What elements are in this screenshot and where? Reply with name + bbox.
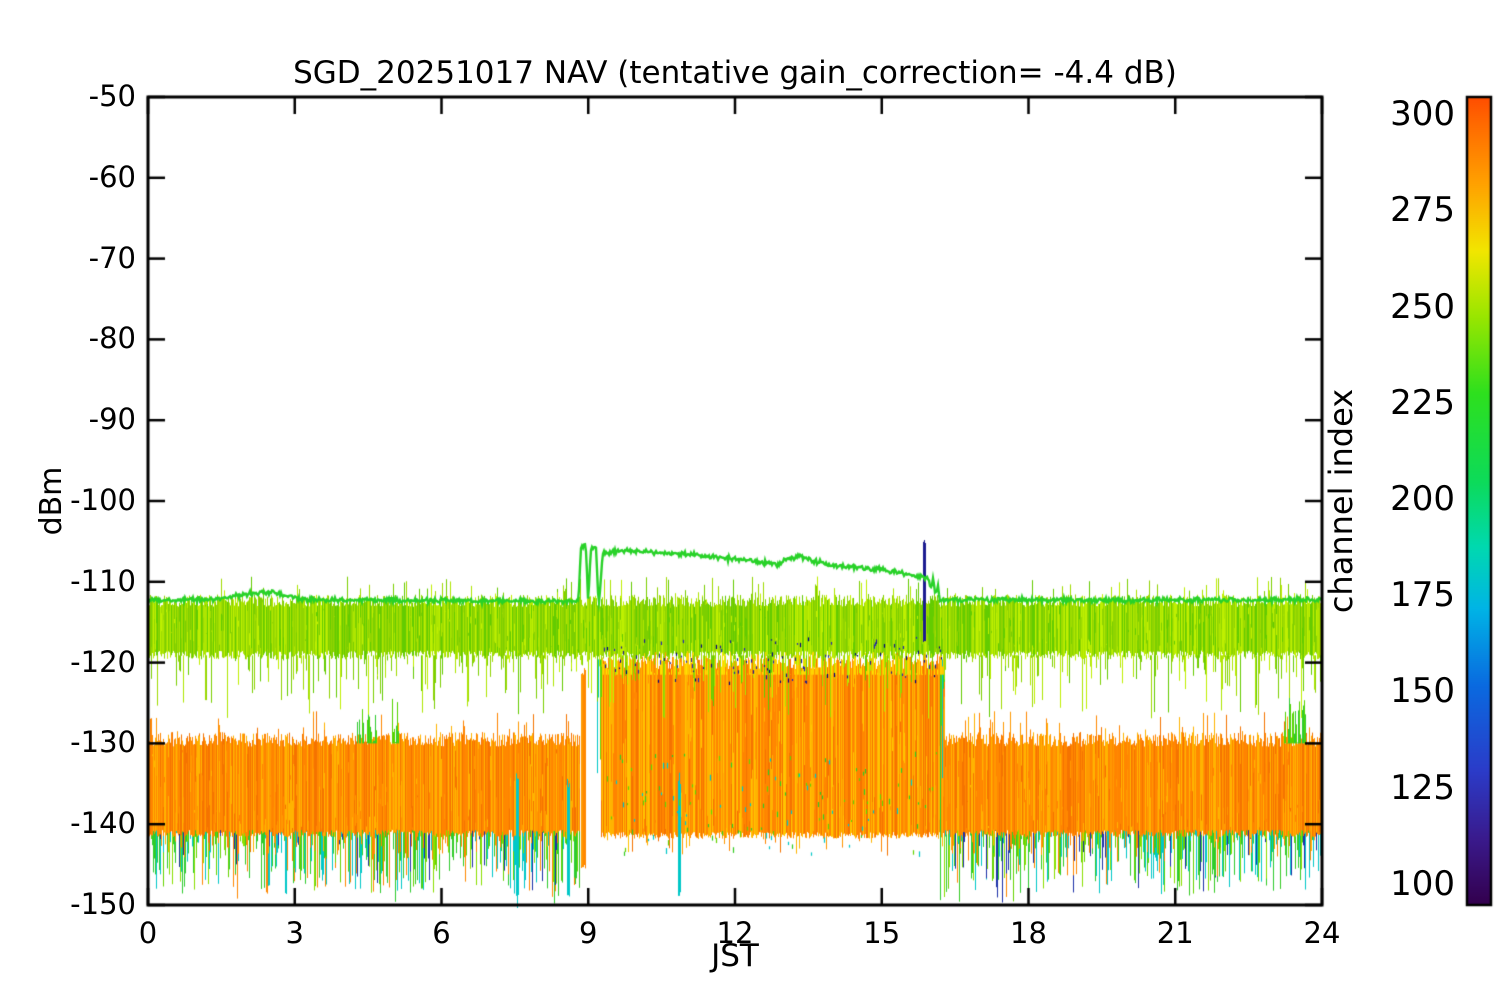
y-tick-label: -80 [88,321,136,356]
colorbar-tick-label: 125 [1390,767,1455,808]
y-tick-label: -90 [88,402,136,437]
y-tick-label: -150 [70,887,136,921]
colorbar-tick-label: 200 [1390,479,1455,519]
colorbar-tick-label: 250 [1390,286,1455,327]
x-tick-label: 24 [1303,916,1341,950]
y-tick-label: -120 [70,644,136,679]
y-tick-label: -70 [88,240,136,275]
x-tick-label: 0 [138,916,158,950]
colorbar-tick-label: 150 [1390,671,1455,712]
colorbar-tick-label: 175 [1390,575,1455,616]
colorbar-tick-label: 275 [1390,190,1455,231]
x-tick-label: 18 [1010,916,1047,950]
chart-title: SGD_20251017 NAV (tentative gain_correct… [293,55,1177,91]
x-tick-label: 6 [432,916,451,950]
y-tick-label: -50 [88,79,136,113]
colorbar-tick-label: 225 [1390,382,1455,423]
x-tick-label: 12 [716,916,754,950]
y-tick-label: -100 [70,483,136,517]
y-tick-label: -110 [70,563,136,598]
x-tick-label: 15 [863,916,901,950]
x-axis-label: JST [711,938,759,974]
y-tick-label: -130 [70,725,136,760]
x-tick-label: 3 [285,916,304,950]
y-tick-label: -60 [88,159,136,194]
x-tick-label: 21 [1156,916,1194,950]
y-tick-label: -140 [70,806,136,841]
colorbar-tick-label: 300 [1390,94,1455,135]
colorbar-tick-label: 100 [1390,863,1455,904]
x-tick-label: 9 [579,916,598,950]
